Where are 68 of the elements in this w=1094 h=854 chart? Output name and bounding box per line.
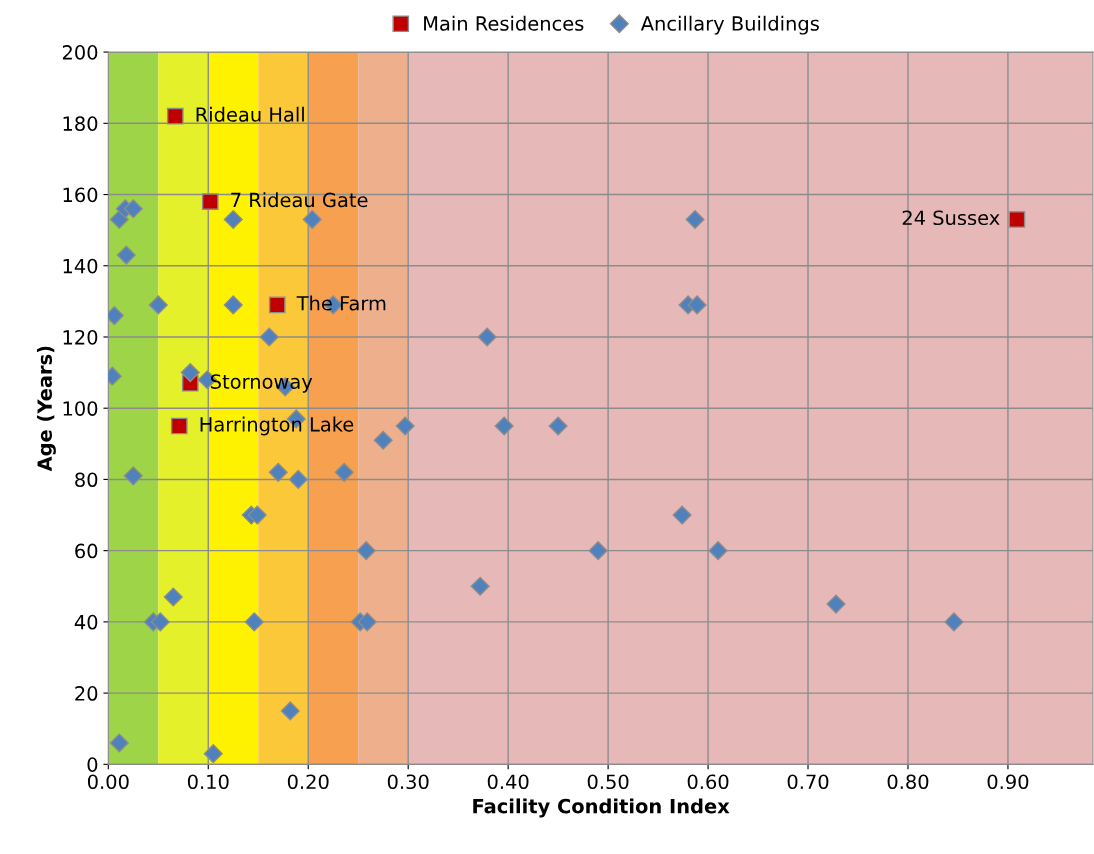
x-tick-label: 0.50 [587, 774, 629, 790]
point [203, 744, 223, 764]
point [247, 505, 267, 525]
point [708, 541, 728, 561]
annotation: Rideau Hall [196, 106, 304, 122]
annotation: 7 Rideau Gate [231, 192, 368, 208]
point [477, 327, 497, 347]
annotation: 24 Sussex [902, 210, 1000, 226]
point [180, 363, 200, 383]
point [685, 209, 705, 230]
x-tick-label: 0.10 [187, 774, 229, 790]
point [268, 462, 288, 482]
point [944, 612, 964, 632]
y-tick-label: 80 [75, 472, 98, 488]
point [672, 505, 692, 525]
point [302, 209, 322, 230]
point [470, 576, 490, 596]
legend-label: Ancillary Buildings [640, 15, 819, 35]
point [395, 416, 415, 436]
x-tick-label: 0.90 [987, 774, 1029, 790]
point [223, 209, 243, 230]
point [259, 327, 279, 347]
y-tick-label: 0 [87, 757, 98, 772]
x-tick-label: 0.60 [687, 774, 729, 790]
x-axis-title: Facility Condition Index [473, 798, 730, 818]
point [494, 416, 514, 436]
point [166, 107, 184, 125]
x-tick-label: 0.80 [887, 774, 929, 790]
point [280, 701, 300, 721]
point [268, 296, 286, 314]
x-tick-label: 0.70 [787, 774, 829, 790]
point [223, 295, 243, 315]
x-tick-label: 0.40 [487, 774, 529, 790]
y-tick-label: 180 [63, 116, 98, 131]
point [334, 462, 354, 482]
y-tick-label: 60 [75, 543, 98, 559]
point [109, 733, 129, 753]
point [548, 416, 568, 436]
point [826, 594, 846, 614]
point [373, 430, 393, 450]
point [148, 295, 168, 315]
y-tick-label: 40 [74, 614, 98, 630]
point [123, 199, 143, 219]
annotation: Harrington Lake [200, 416, 354, 436]
point [123, 466, 143, 486]
x-tick-label: 0.30 [387, 774, 429, 790]
point [1008, 211, 1026, 228]
point [356, 541, 376, 561]
y-tick-label: 100 [63, 401, 98, 416]
x-tick-label: 0.00 [87, 774, 129, 790]
y-tick-label: 140 [63, 258, 98, 274]
point [116, 245, 136, 265]
y-axis-title: Age (Years) [36, 346, 56, 472]
x-tick-label: 0.20 [287, 774, 329, 790]
y-tick-label: 120 [63, 329, 98, 345]
point [687, 295, 707, 315]
y-tick-label: 160 [63, 187, 98, 203]
point [170, 417, 188, 435]
point [244, 612, 264, 632]
y-tick-label: 200 [62, 45, 98, 60]
point [150, 612, 170, 632]
point [288, 469, 308, 489]
y-tick-label: 20 [75, 686, 98, 701]
point [163, 587, 183, 607]
point [357, 612, 377, 632]
point [588, 541, 608, 561]
point [201, 193, 219, 210]
legend-label: Main Residences [424, 15, 584, 31]
